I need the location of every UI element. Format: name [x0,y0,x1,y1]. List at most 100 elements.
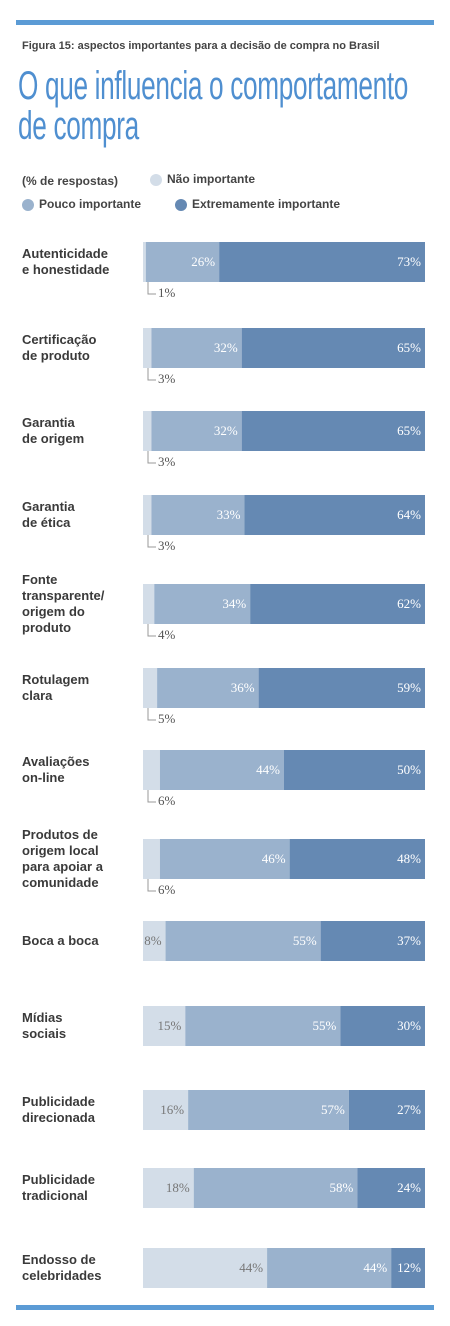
label-leader [147,879,156,892]
top-rule [16,20,434,25]
label-leader [147,624,156,637]
value-label: 5% [158,711,176,726]
value-label: 26% [191,254,215,269]
bar-segment [151,328,242,368]
value-label: 34% [222,596,246,611]
bar-segment [143,839,160,879]
category-label: Endosso de celebridades [22,1252,102,1283]
legend-swatch [175,199,187,211]
value-label: 30% [397,1018,421,1033]
legend-label: Extremamente importante [192,197,341,211]
value-label: 32% [214,423,238,438]
bar-segment [157,668,259,708]
value-label: 50% [397,762,421,777]
category-label: Garantia de origem [22,415,85,446]
value-label: 46% [262,851,286,866]
value-label: 6% [158,793,176,808]
bar-segment [159,750,284,790]
category-label: Certificação de produto [22,332,97,363]
value-label: 6% [158,882,176,897]
category-label: Rotulagem clara [22,672,90,703]
value-label: 55% [293,933,317,948]
bar-segment [143,328,152,368]
label-leader [147,790,156,803]
figure-label: Figura 15: aspectos importantes para a d… [22,40,380,52]
value-label: 33% [217,507,241,522]
label-leader [147,282,156,295]
label-leader [147,535,156,548]
category-label: Publicidade tradicional [22,1172,95,1203]
bar-segment [143,750,160,790]
label-leader [147,451,156,464]
bar-segment [143,1006,186,1046]
bar-segment [145,242,220,282]
category-label: Avaliações on-line [22,754,90,785]
bar-segment [258,668,425,708]
bar-segment [143,1090,189,1130]
bar-segment [241,328,425,368]
value-label: 24% [397,1180,421,1195]
value-label: 36% [231,680,255,695]
category-label: Fonte transparente/ origem do produto [22,572,105,635]
category-label: Mídias sociais [22,1010,67,1041]
bar-segment [219,242,425,282]
bar-segment [244,495,425,535]
bar-segment [159,839,290,879]
bar-segment [193,1168,358,1208]
value-label: 4% [158,627,176,642]
bar-segment [320,921,425,961]
bar-segment [151,495,245,535]
bar-segment [250,584,425,624]
value-label: 48% [397,851,421,866]
bottom-rule [16,1305,434,1310]
value-label: 16% [160,1102,184,1117]
value-label: 57% [321,1102,345,1117]
bar-segment [391,1248,425,1288]
bar-segment [143,668,158,708]
bar-segment [143,584,155,624]
value-label: 8% [144,933,162,948]
value-label: 1% [158,285,176,300]
bar-segment [185,1006,341,1046]
value-label: 44% [363,1260,387,1275]
value-label: 3% [158,371,176,386]
legend-label: Não importante [167,172,256,186]
value-label: 37% [397,933,421,948]
bar-segment [188,1090,349,1130]
value-label: 3% [158,538,176,553]
bar-segment [143,411,152,451]
value-label: 44% [239,1260,263,1275]
bar-segment [143,1248,268,1288]
bar-segment [284,750,425,790]
bar-segment [143,495,152,535]
value-label: 55% [313,1018,337,1033]
legend-title: (% de respostas) [22,174,119,188]
value-label: 62% [397,596,421,611]
legend-swatch [22,199,34,211]
bar-segment [241,411,425,451]
category-label: Produtos de origem local para apoiar a c… [22,827,103,890]
bar-segment [143,242,146,282]
bar-segment [357,1168,425,1208]
category-label: Autenticidade e honestidade [22,246,110,277]
category-label: Publicidade direcionada [22,1094,95,1125]
value-label: 44% [256,762,280,777]
value-label: 65% [397,423,421,438]
value-label: 18% [166,1180,190,1195]
label-leader [147,368,156,381]
chart-title: O que influencia o comportamento de comp… [18,64,409,148]
label-leader [147,708,156,721]
bar-segment [340,1006,425,1046]
value-label: 12% [397,1260,421,1275]
bar-segment [348,1090,425,1130]
category-label: Boca a boca [22,933,99,948]
bar-segment [151,411,242,451]
bar-segment [267,1248,392,1288]
value-label: 64% [397,507,421,522]
bar-segment [154,584,251,624]
value-label: 15% [157,1018,181,1033]
value-label: 3% [158,454,176,469]
bar-segment [165,921,321,961]
